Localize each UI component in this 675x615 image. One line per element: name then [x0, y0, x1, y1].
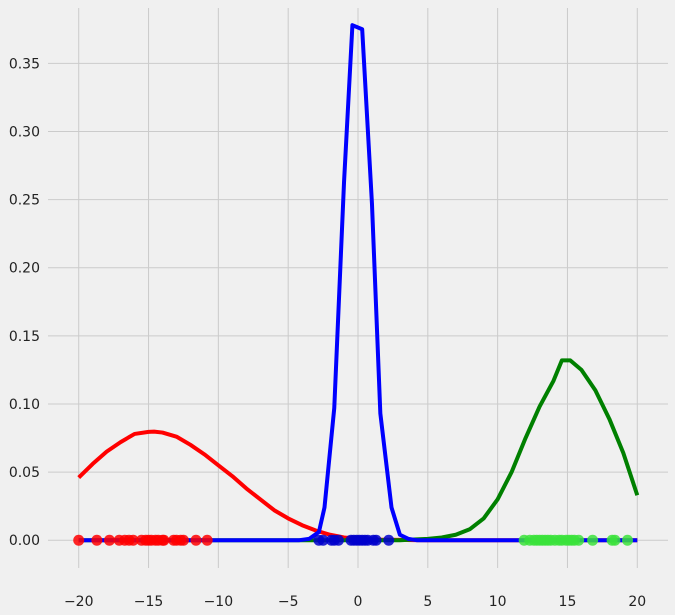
- sample-point: [317, 534, 329, 546]
- x-tick-label: −5: [278, 594, 299, 610]
- sample-point: [370, 534, 382, 546]
- sample-point: [177, 534, 189, 546]
- y-tick-label: 0.20: [9, 261, 40, 277]
- sample-point: [383, 534, 395, 546]
- y-tick-label: 0.05: [9, 465, 40, 481]
- x-tick-label: 0: [354, 594, 363, 610]
- x-tick-label: −10: [204, 594, 234, 610]
- x-axis-ticks: −20 −15 −10 −5 0 5 10 15 20: [64, 594, 646, 610]
- density-line: [78, 23, 638, 543]
- y-tick-label: 0.00: [9, 533, 40, 549]
- y-tick-label: 0.35: [9, 56, 40, 72]
- sample-point: [332, 534, 344, 546]
- x-tick-label: 20: [628, 594, 646, 610]
- x-tick-label: −20: [64, 594, 94, 610]
- sample-point: [609, 534, 621, 546]
- x-tick-label: 5: [423, 594, 432, 610]
- sample-point: [73, 534, 85, 546]
- sample-point: [201, 534, 213, 546]
- sample-point: [587, 534, 599, 546]
- sample-point: [127, 534, 139, 546]
- x-tick-label: −15: [134, 594, 164, 610]
- sample-point: [103, 534, 115, 546]
- sample-points: [73, 534, 634, 546]
- y-axis-ticks: 0.00 0.05 0.10 0.15 0.20 0.25 0.30 0.35: [9, 56, 40, 549]
- sample-point: [622, 534, 634, 546]
- sample-point: [190, 534, 202, 546]
- y-tick-label: 0.15: [9, 329, 40, 345]
- y-tick-label: 0.30: [9, 124, 40, 140]
- x-tick-label: 10: [489, 594, 507, 610]
- sample-point: [573, 534, 585, 546]
- y-tick-label: 0.10: [9, 397, 40, 413]
- y-tick-label: 0.25: [9, 193, 40, 209]
- x-tick-label: 15: [559, 594, 577, 610]
- sample-point: [91, 534, 103, 546]
- sample-point: [158, 534, 170, 546]
